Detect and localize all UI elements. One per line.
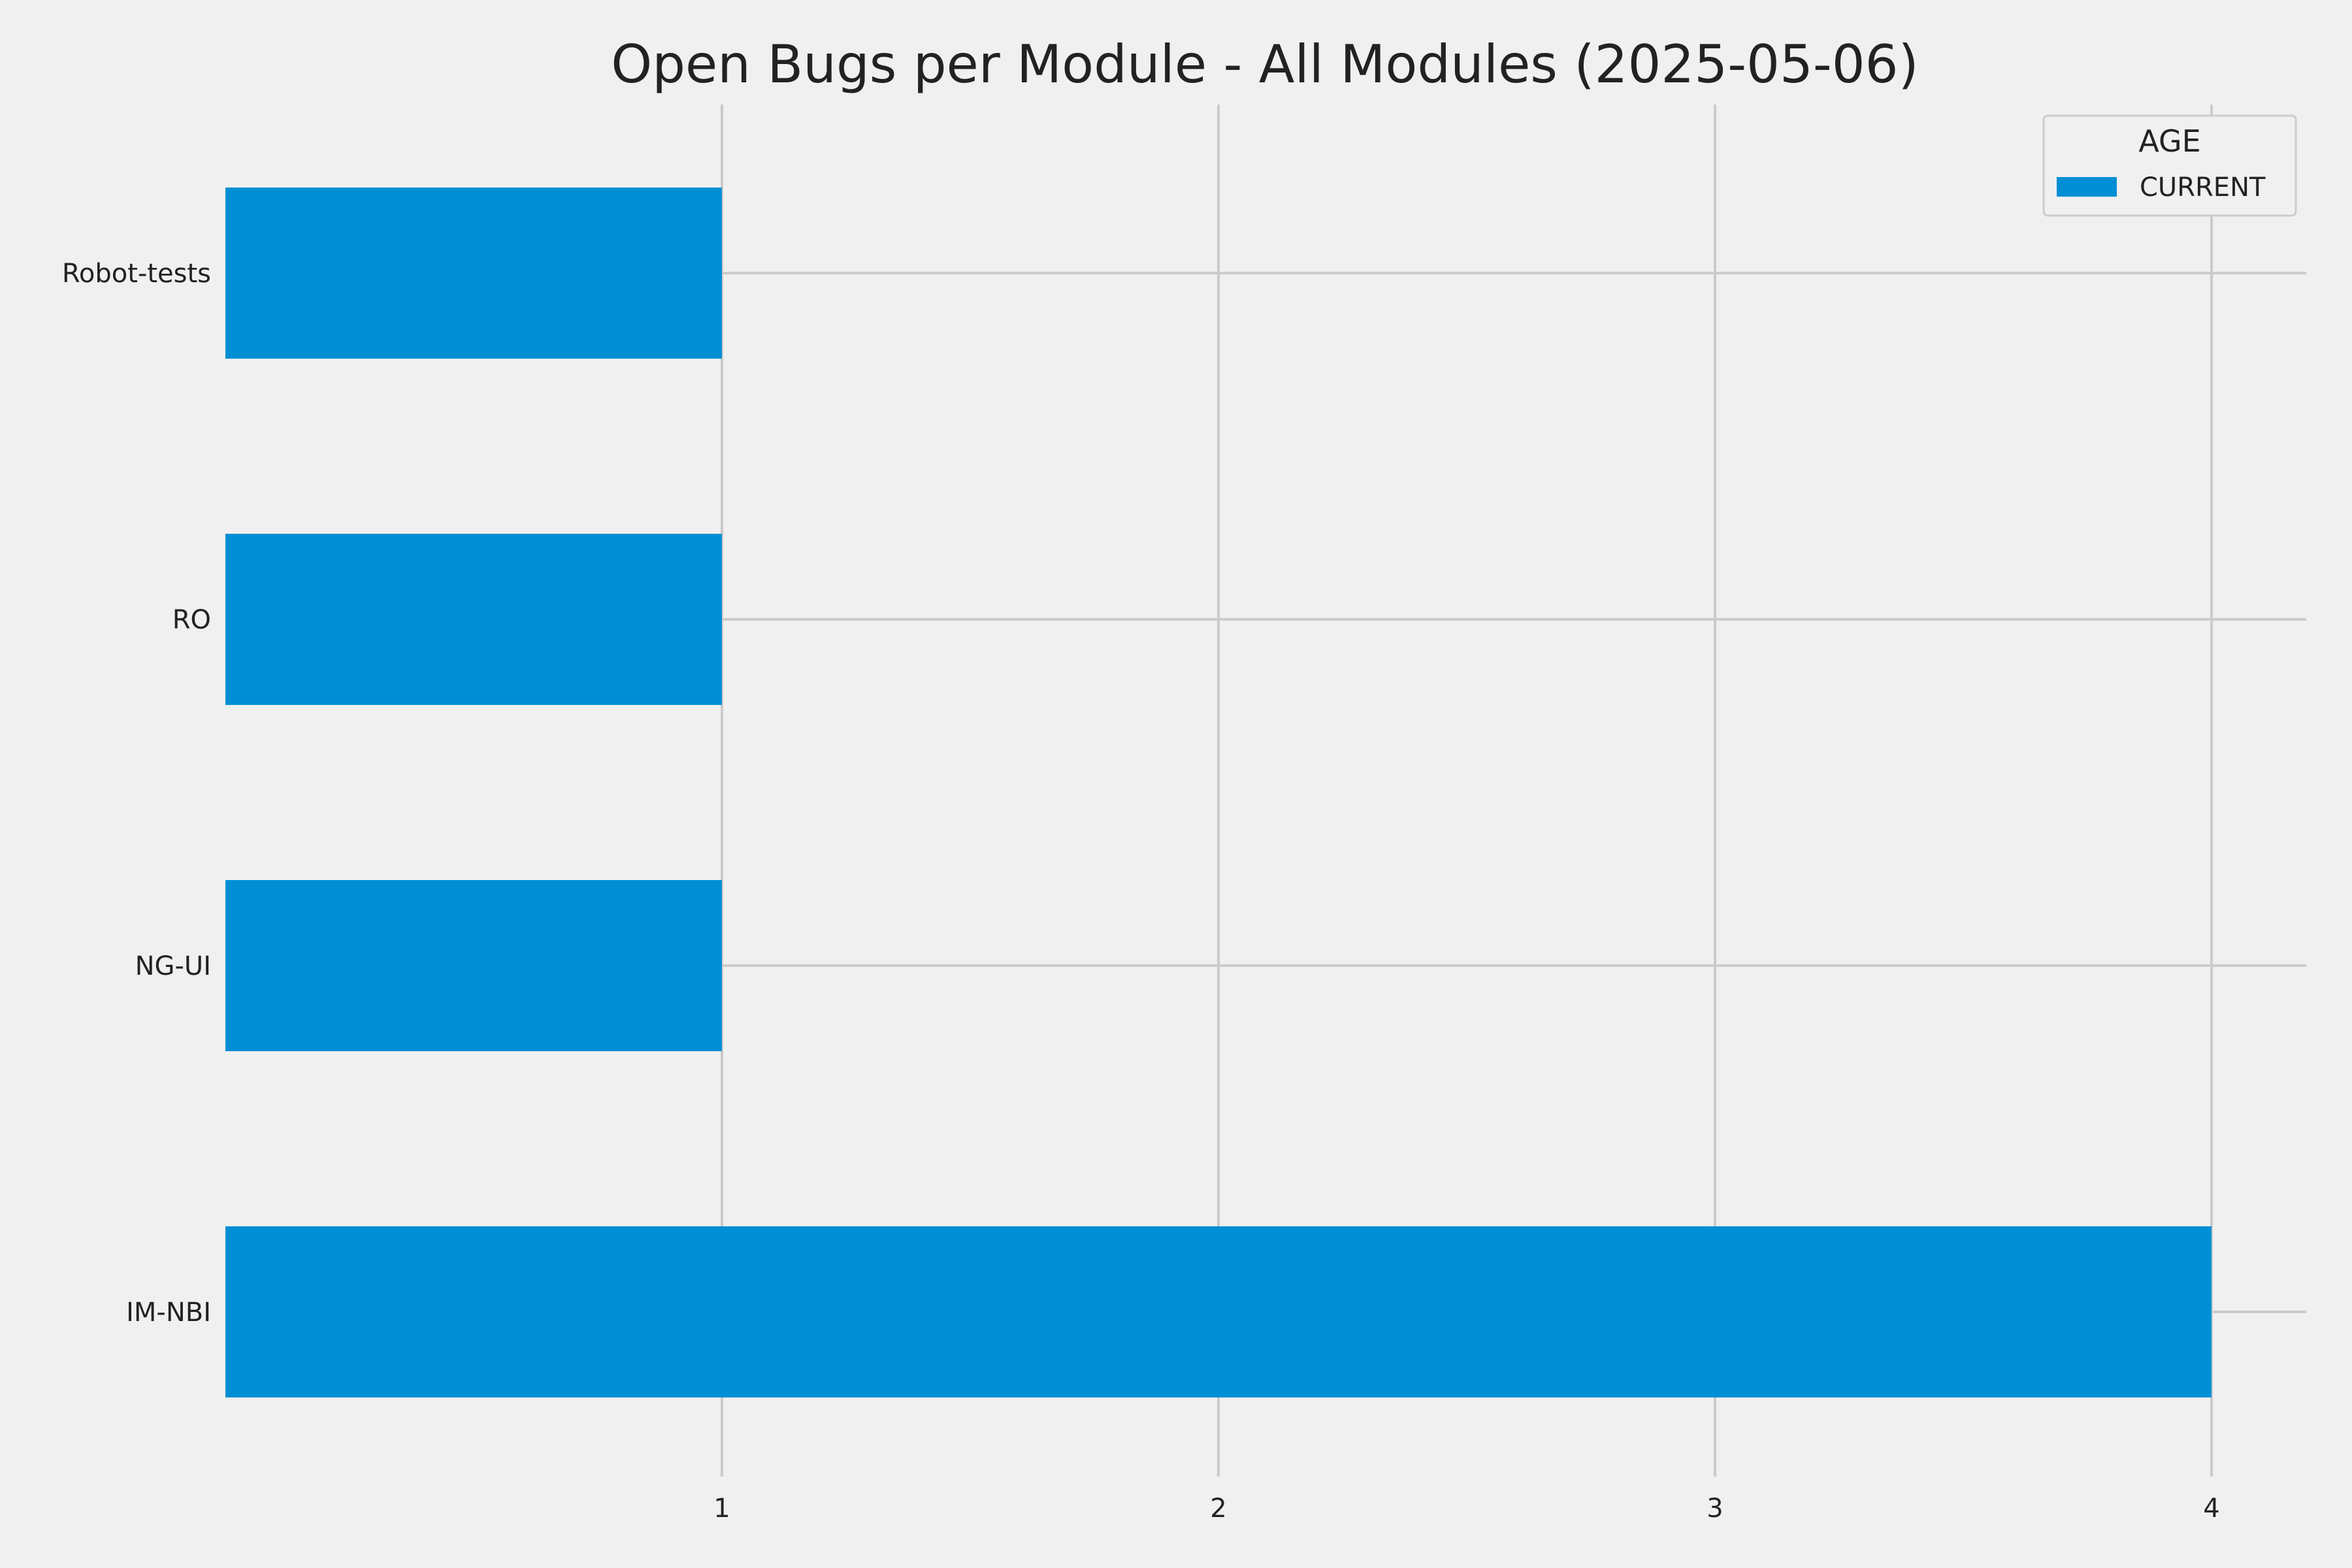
y-tick-label-ro: RO [172, 605, 211, 635]
chart-title: Open Bugs per Module - All Modules (2025… [611, 34, 1918, 95]
bar-im-nbi [225, 1226, 2212, 1397]
bar-ng-ui [225, 880, 722, 1051]
y-tick-labels: IM-NBI NG-UI RO Robot-tests [62, 259, 211, 1328]
legend-title: AGE [2138, 123, 2200, 159]
x-tick-labels: 1 2 3 4 [713, 1494, 2219, 1524]
legend: AGE CURRENT [2042, 114, 2297, 217]
bar-ro [225, 534, 722, 705]
bars [225, 188, 2212, 1397]
bar-robot-tests [225, 188, 722, 359]
x-tick-label-3: 3 [1707, 1494, 1723, 1524]
y-tick-label-im-nbi: IM-NBI [126, 1298, 211, 1328]
x-tick-label-1: 1 [713, 1494, 730, 1524]
x-tick-label-4: 4 [2203, 1494, 2219, 1524]
legend-swatch-current [2057, 177, 2117, 197]
x-tick-label-2: 2 [1210, 1494, 1226, 1524]
y-tick-label-ng-ui: NG-UI [135, 951, 211, 981]
legend-label-current: CURRENT [2140, 172, 2266, 203]
y-tick-label-robot-tests: Robot-tests [62, 259, 211, 289]
